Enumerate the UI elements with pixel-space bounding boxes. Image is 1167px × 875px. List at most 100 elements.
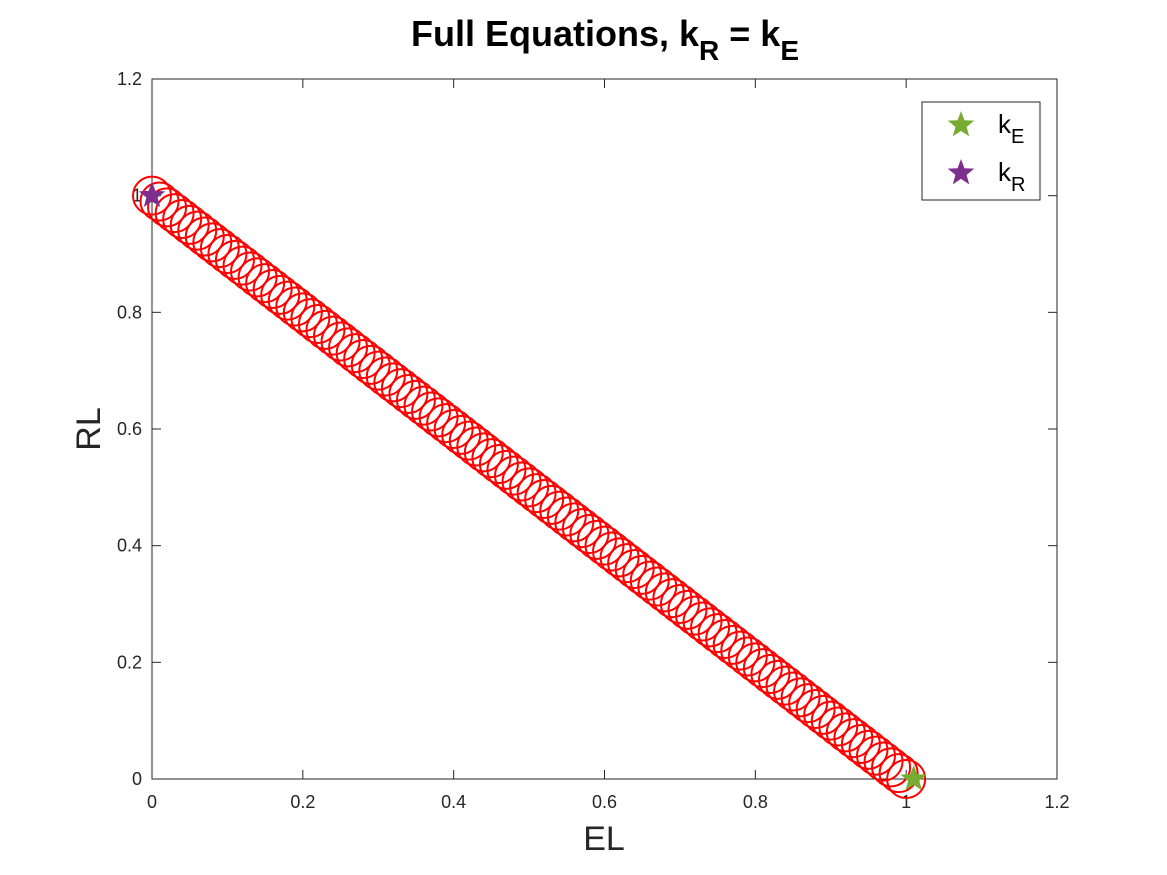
plot-area — [151, 78, 1058, 780]
data-point — [365, 356, 406, 397]
y-tick-label: 0.8 — [117, 302, 142, 322]
legend-label-sub: E — [1011, 126, 1024, 148]
data-point — [765, 665, 806, 706]
data-point — [494, 455, 534, 496]
data-point — [297, 304, 338, 344]
data-point — [818, 706, 859, 747]
data-point — [878, 753, 919, 794]
data-point — [230, 251, 271, 292]
chart-title-sub2: E — [780, 35, 799, 66]
data-point — [403, 385, 444, 426]
data-point — [184, 216, 225, 257]
data-point — [561, 508, 602, 549]
chart-title-mid: = k — [719, 13, 781, 54]
legend-label: kE — [998, 109, 1024, 148]
data-point — [169, 204, 210, 245]
legend-items: kEk R — [947, 109, 1025, 196]
legend-star-e — [947, 111, 975, 137]
data-point — [207, 234, 248, 274]
data-point — [622, 554, 663, 595]
data-point — [840, 724, 881, 764]
data-point — [757, 659, 798, 700]
data-point — [335, 333, 376, 374]
data-point — [237, 257, 278, 298]
x-tick-label: 0.4 — [441, 792, 466, 812]
data-point — [742, 648, 783, 689]
data-point — [773, 671, 814, 712]
data-point — [418, 397, 459, 438]
y-axis-label: RL — [70, 407, 108, 450]
data-point — [810, 700, 851, 741]
data-point — [863, 741, 904, 782]
legend-box — [921, 101, 1041, 201]
axes-box — [151, 78, 1058, 780]
legend: kEk R — [921, 101, 1041, 201]
y-tick-label: 1.2 — [117, 69, 142, 89]
data-point — [848, 729, 889, 770]
data-point — [433, 409, 474, 449]
data-point — [199, 228, 240, 269]
data-point — [569, 514, 610, 554]
data-point — [652, 578, 693, 619]
data-point — [750, 654, 791, 694]
data-point — [554, 502, 595, 543]
ticks-layer: 0 0.2 0.4 0.6 0.8 1 1.2 0 0.2 0.4 0.6 0.8 1 1.2 — [117, 69, 1070, 812]
data-point — [222, 245, 263, 286]
legend-label-prefix: k — [998, 109, 1012, 139]
legend-star-r — [947, 159, 975, 185]
legend-label-sub: R — [1011, 174, 1025, 196]
data-point — [388, 374, 429, 414]
data-point — [441, 414, 482, 455]
data-point — [456, 426, 497, 467]
y-tick-label: 0 — [132, 769, 142, 789]
data-point — [328, 327, 369, 368]
data-point — [267, 280, 308, 321]
data-point — [395, 379, 436, 420]
data-point — [260, 274, 301, 315]
data-point — [697, 613, 738, 654]
data-point — [712, 624, 753, 665]
data-point — [313, 315, 353, 356]
data-point — [448, 420, 489, 461]
data-point — [147, 187, 188, 228]
data-point — [584, 525, 625, 566]
data-point — [380, 368, 421, 409]
data-point — [478, 444, 519, 484]
x-tick-label: 0.2 — [290, 792, 315, 812]
data-point — [501, 461, 542, 502]
data-point — [154, 193, 195, 234]
data-point — [162, 199, 203, 239]
y-tick-label: 0.6 — [117, 419, 142, 439]
data-point — [788, 683, 829, 724]
data-point — [282, 292, 323, 333]
data-point — [358, 350, 399, 391]
data-point — [275, 286, 316, 327]
data-point — [214, 239, 255, 280]
data-point — [637, 566, 678, 607]
data-point — [290, 298, 331, 339]
data-point — [252, 269, 293, 309]
chart-title-sub1: R — [699, 35, 719, 66]
data-point — [516, 473, 557, 514]
data-point — [607, 543, 648, 584]
marks-layer — [132, 175, 928, 799]
data-point — [524, 479, 565, 519]
y-tick-label: 0.2 — [117, 652, 142, 672]
x-tick-label: 0.8 — [743, 792, 768, 812]
x-tick-label: 0.6 — [592, 792, 617, 812]
data-point — [471, 438, 512, 479]
chart-title: Full Equations, kR = kE — [411, 13, 799, 66]
chart-title-main: Full Equations, k — [411, 13, 700, 54]
data-point — [833, 718, 874, 759]
data-point — [531, 484, 572, 525]
data-point — [690, 607, 731, 648]
data-point — [192, 222, 233, 263]
data-point — [659, 584, 700, 624]
data-point — [576, 519, 617, 560]
data-point — [871, 747, 912, 788]
data-point — [825, 712, 866, 753]
data-point — [546, 496, 587, 537]
data-point — [509, 467, 550, 508]
data-point — [426, 403, 467, 444]
